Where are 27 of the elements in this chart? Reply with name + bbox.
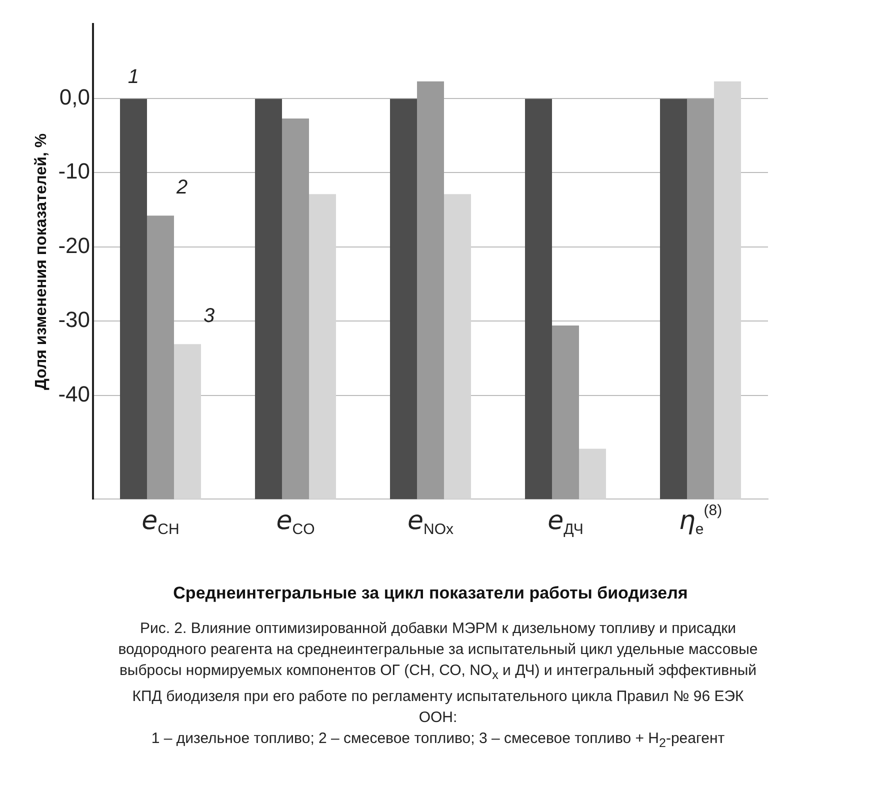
bar xyxy=(687,98,714,500)
bar xyxy=(417,81,444,500)
bar xyxy=(525,98,552,500)
y-axis-title: Доля изменения показателей, % xyxy=(33,133,50,390)
y-tick-label: -20 xyxy=(58,232,90,258)
bar xyxy=(660,98,687,500)
bar xyxy=(444,194,471,500)
text: Рис. 2. Влияние оптимизированной добавки МЭРМ к дизельному топливу и присадки водородного реагента на среднеинтегральные за испытательный цикл удельные массовые выбросы нормируемых компонентов ОГ (СН, СО, NO$_{x}$ и ДЧ) и интегральный эффективный КПД биодизеля при его работе по регламенту испытательного цикла Правил № 96 ЕЭК ООН: xyxy=(118,619,758,728)
bar xyxy=(120,98,147,500)
series-label: 2 xyxy=(176,176,188,199)
bar xyxy=(255,98,282,500)
bar xyxy=(174,344,201,500)
bar xyxy=(309,194,336,500)
y-tick-label: -40 xyxy=(58,381,90,406)
bar xyxy=(390,98,417,500)
text: 1 – дизельное топливо; 2 – смесевое топливо; 3 – смесевое топливо + H$_{2}$-реагент xyxy=(150,729,726,752)
y-tick-label: -10 xyxy=(58,158,90,184)
bar xyxy=(146,216,174,500)
y-tick-label: -30 xyxy=(58,307,90,332)
bar xyxy=(714,81,741,500)
y-tick-label: 0,0 xyxy=(59,84,90,110)
series-label: 1 xyxy=(128,66,140,88)
x-axis-title: Среднеинтегральные за цикл показатели работы биодизеля xyxy=(173,583,688,602)
series-label: 3 xyxy=(204,305,215,328)
bar xyxy=(579,448,606,500)
bar xyxy=(282,118,309,500)
bar xyxy=(552,326,579,500)
